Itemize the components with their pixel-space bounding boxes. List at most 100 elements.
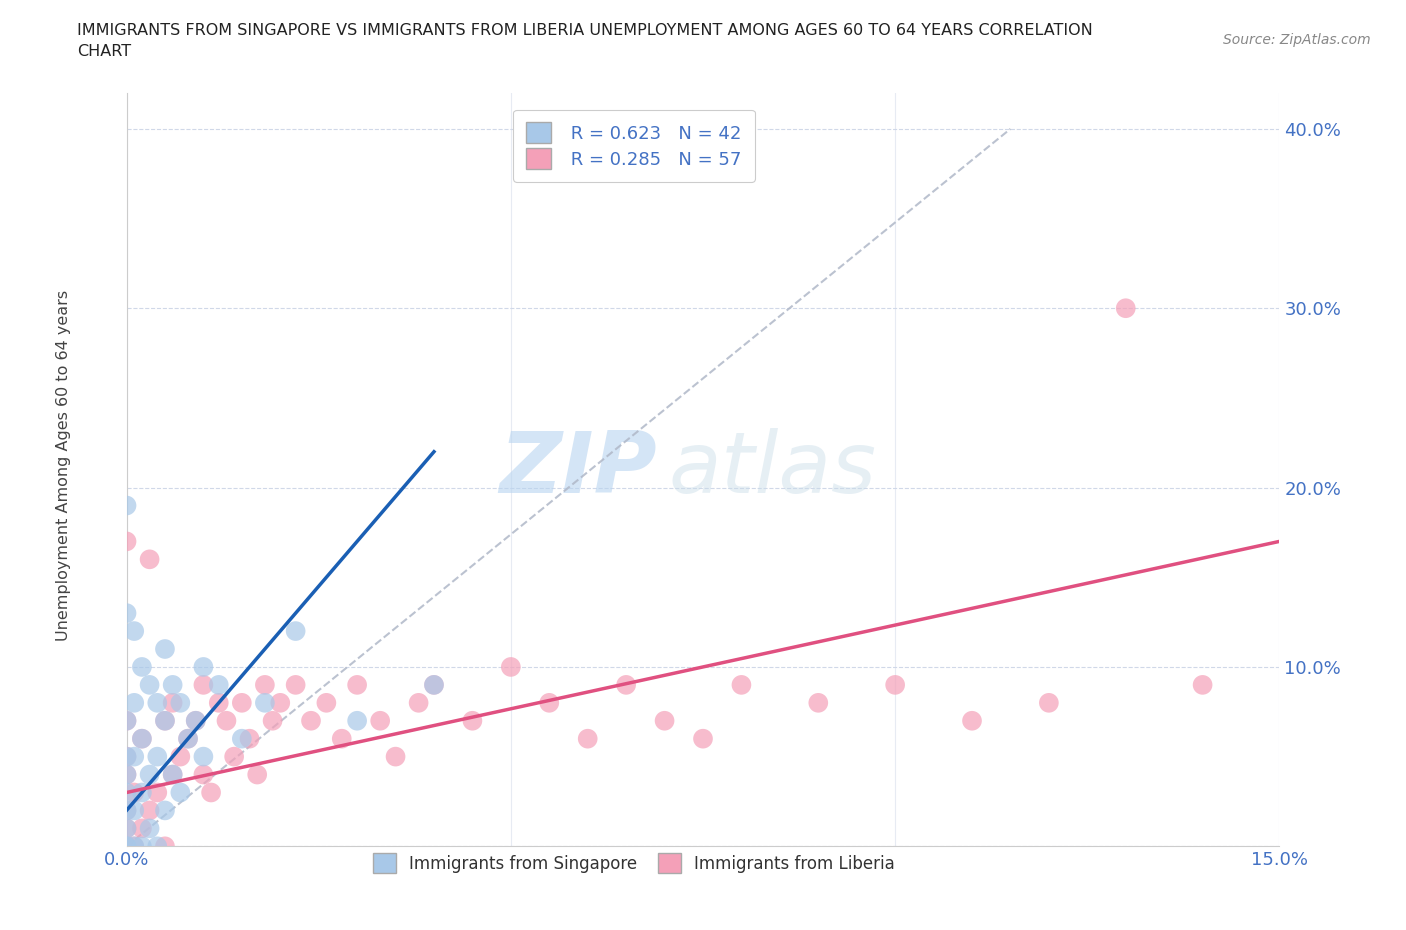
Point (115, 767, 138, 782)
Point (122, 624, 145, 639)
Point (115, 750, 138, 764)
Point (115, 803, 138, 817)
Point (162, 767, 184, 782)
Point (138, 677, 160, 692)
Point (115, 713, 138, 728)
Point (330, 731, 353, 746)
Point (807, 696, 830, 711)
Point (423, 677, 446, 692)
Point (162, 767, 184, 782)
Point (423, 677, 446, 692)
Point (576, 731, 599, 746)
Point (131, 731, 153, 746)
Point (346, 677, 368, 692)
Point (131, 785, 153, 800)
Point (115, 839, 138, 854)
Point (115, 785, 138, 800)
Text: ZIP: ZIP (499, 428, 657, 512)
Point (138, 821, 160, 836)
Point (262, 713, 284, 728)
Point (499, 659, 522, 674)
Point (692, 731, 714, 746)
Point (122, 750, 145, 764)
Point (538, 696, 561, 711)
Point (131, 821, 153, 836)
Point (146, 750, 169, 764)
Point (122, 839, 145, 854)
Point (169, 696, 191, 711)
Point (122, 803, 145, 817)
Point (162, 696, 184, 711)
Point (115, 534, 138, 549)
Point (146, 839, 169, 854)
Point (169, 750, 191, 764)
Point (115, 713, 138, 728)
Point (384, 750, 406, 764)
Point (153, 642, 176, 657)
Point (730, 677, 752, 692)
Text: Source: ZipAtlas.com: Source: ZipAtlas.com (1223, 33, 1371, 46)
Point (1191, 677, 1213, 692)
Point (315, 696, 337, 711)
Point (138, 803, 160, 817)
Point (177, 731, 200, 746)
Point (231, 731, 253, 746)
Point (122, 696, 145, 711)
Point (408, 696, 430, 711)
Point (153, 839, 176, 854)
Point (200, 785, 222, 800)
Text: Unemployment Among Ages 60 to 64 years: Unemployment Among Ages 60 to 64 years (56, 289, 70, 641)
Point (115, 839, 138, 854)
Point (1115, 300, 1137, 315)
Text: CHART: CHART (77, 44, 131, 59)
Point (253, 696, 276, 711)
Point (115, 750, 138, 764)
Point (269, 696, 291, 711)
Point (115, 839, 138, 854)
Point (884, 677, 907, 692)
Point (299, 713, 322, 728)
Point (184, 713, 207, 728)
Point (614, 677, 637, 692)
Point (184, 713, 207, 728)
Point (193, 750, 215, 764)
Legend: Immigrants from Singapore, Immigrants from Liberia: Immigrants from Singapore, Immigrants fr… (366, 847, 901, 880)
Text: IMMIGRANTS FROM SINGAPORE VS IMMIGRANTS FROM LIBERIA UNEMPLOYMENT AMONG AGES 60 : IMMIGRANTS FROM SINGAPORE VS IMMIGRANTS … (77, 23, 1092, 38)
Point (122, 785, 145, 800)
Point (346, 713, 368, 728)
Point (131, 839, 153, 854)
Point (246, 767, 269, 782)
Point (193, 677, 215, 692)
Point (208, 696, 231, 711)
Point (153, 803, 176, 817)
Point (284, 677, 307, 692)
Point (231, 696, 253, 711)
Point (253, 677, 276, 692)
Point (193, 659, 215, 674)
Point (146, 785, 169, 800)
Point (461, 713, 484, 728)
Point (284, 624, 307, 639)
Point (224, 750, 246, 764)
Point (169, 785, 191, 800)
Point (115, 803, 138, 817)
Point (138, 551, 160, 566)
Point (162, 677, 184, 692)
Point (115, 821, 138, 836)
Point (131, 659, 153, 674)
Point (177, 731, 200, 746)
Point (122, 839, 145, 854)
Point (238, 731, 260, 746)
Point (115, 839, 138, 854)
Point (960, 713, 983, 728)
Point (115, 821, 138, 836)
Point (215, 713, 238, 728)
Point (368, 713, 391, 728)
Point (1038, 696, 1060, 711)
Point (208, 677, 231, 692)
Point (153, 713, 176, 728)
Point (115, 498, 138, 513)
Point (153, 713, 176, 728)
Point (131, 731, 153, 746)
Point (115, 767, 138, 782)
